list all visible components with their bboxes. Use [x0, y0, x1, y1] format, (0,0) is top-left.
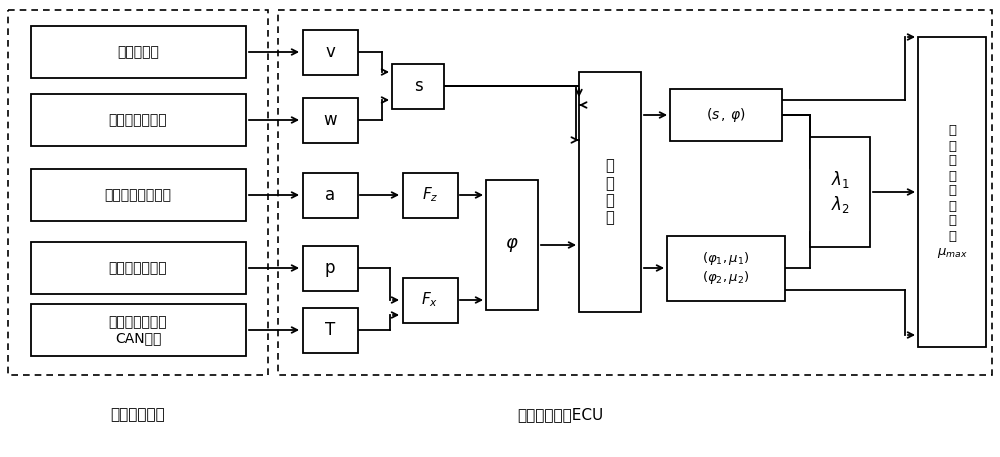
Bar [667, 235, 785, 301]
Text: T: T [325, 321, 335, 339]
Text: v: v [325, 43, 335, 61]
Text: 车速传感器: 车速传感器 [117, 45, 159, 59]
Text: a: a [325, 186, 335, 204]
Bar [670, 89, 782, 141]
Bar [30, 169, 246, 221]
Bar [302, 245, 358, 291]
Text: p: p [325, 259, 335, 277]
Bar [302, 172, 358, 218]
Text: $F_z$: $F_z$ [422, 186, 438, 204]
Text: $(s\,,\,\varphi)$: $(s\,,\,\varphi)$ [706, 106, 746, 124]
Text: $\varphi$: $\varphi$ [505, 236, 519, 254]
Text: 质心加速度传感器: 质心加速度传感器 [104, 188, 172, 202]
Text: $\lambda_1$
$\lambda_2$: $\lambda_1$ $\lambda_2$ [831, 170, 849, 215]
Bar [579, 72, 641, 312]
Text: 路
面
筛
选: 路 面 筛 选 [606, 159, 614, 226]
Bar [810, 137, 870, 247]
Text: s: s [414, 77, 422, 95]
Bar [302, 30, 358, 74]
Text: 车轮转速传感器: 车轮转速传感器 [109, 113, 167, 127]
Text: $(\varphi_1,\mu_1)$
$(\varphi_2,\mu_2)$: $(\varphi_1,\mu_1)$ $(\varphi_2,\mu_2)$ [702, 250, 750, 286]
Text: 信息采集单元: 信息采集单元 [111, 408, 165, 423]
Bar [30, 94, 246, 146]
Bar [30, 304, 246, 356]
Bar [30, 26, 246, 78]
Bar [392, 64, 444, 108]
Bar [486, 180, 538, 310]
Bar [302, 97, 358, 143]
Bar [918, 37, 986, 347]
Text: w: w [323, 111, 337, 129]
Text: 信息处理单元ECU: 信息处理单元ECU [517, 408, 603, 423]
Bar [278, 10, 992, 375]
Text: 轮缸压力传感器: 轮缸压力传感器 [109, 261, 167, 275]
Bar [8, 10, 268, 375]
Bar [402, 172, 458, 218]
Text: 路
面
峰
值
附
着
系
数
$\mu_{max}$: 路 面 峰 值 附 着 系 数 $\mu_{max}$ [937, 124, 967, 260]
Bar [30, 242, 246, 294]
Bar [302, 308, 358, 352]
Bar [402, 277, 458, 323]
Text: $F_x$: $F_x$ [421, 291, 439, 309]
Text: 发动机控制单元
CAN总线: 发动机控制单元 CAN总线 [109, 315, 167, 345]
